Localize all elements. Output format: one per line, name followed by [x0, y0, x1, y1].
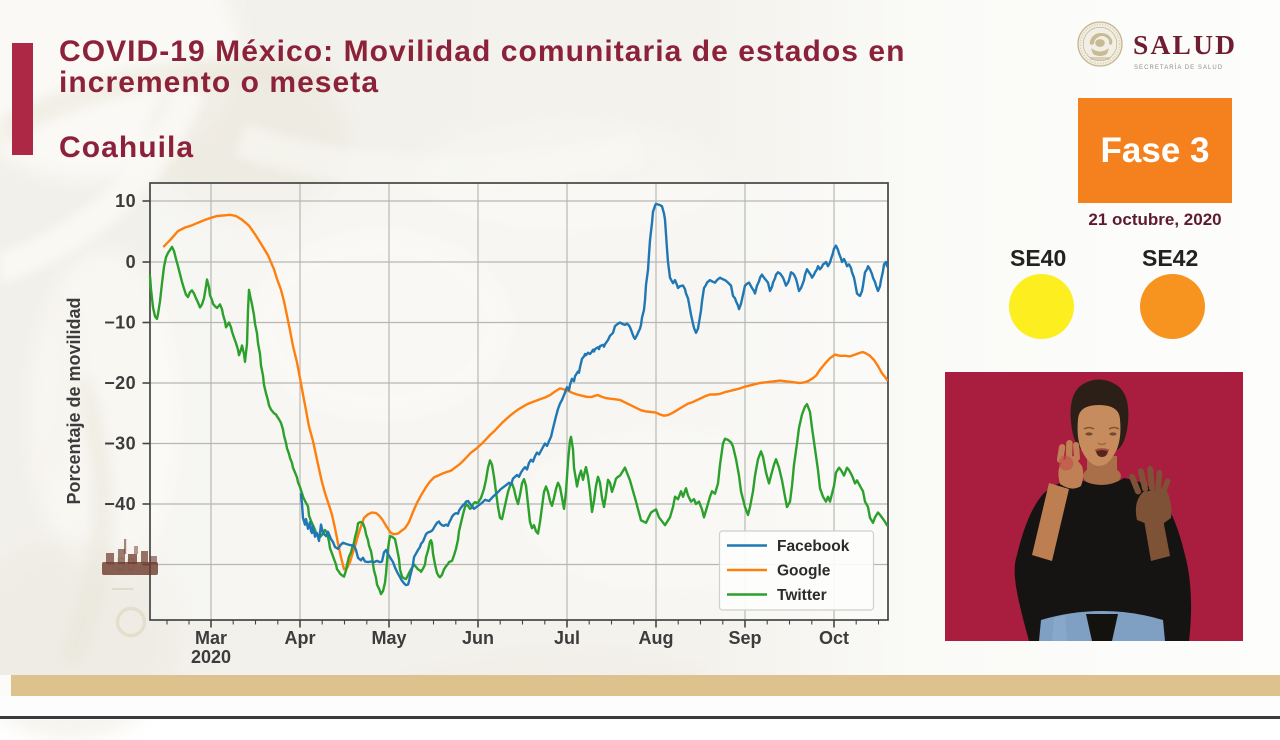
svg-text:Google: Google	[777, 563, 831, 580]
svg-text:Apr: Apr	[285, 628, 316, 648]
svg-text:May: May	[371, 628, 406, 648]
svg-text:Twitter: Twitter	[777, 587, 827, 604]
svg-text:Facebook: Facebook	[777, 538, 850, 555]
svg-text:2020: 2020	[191, 647, 231, 667]
svg-text:Sep: Sep	[728, 628, 761, 648]
svg-text:Porcentaje de movilidad: Porcentaje de movilidad	[64, 297, 84, 504]
svg-text:−40: −40	[104, 494, 136, 514]
svg-text:Aug: Aug	[639, 628, 674, 648]
svg-text:SECRETARÍA DE SALUD: SECRETARÍA DE SALUD	[1134, 64, 1223, 71]
svg-text:−30: −30	[104, 434, 136, 454]
svg-text:Mar: Mar	[195, 628, 227, 648]
svg-text:Oct: Oct	[819, 628, 849, 648]
svg-text:Jun: Jun	[462, 628, 494, 648]
svg-text:10: 10	[115, 191, 136, 211]
svg-text:SALUD: SALUD	[1133, 29, 1237, 60]
svg-text:0: 0	[126, 252, 136, 272]
svg-text:Jul: Jul	[554, 628, 580, 648]
svg-text:−10: −10	[104, 313, 136, 333]
svg-text:−20: −20	[104, 373, 136, 393]
